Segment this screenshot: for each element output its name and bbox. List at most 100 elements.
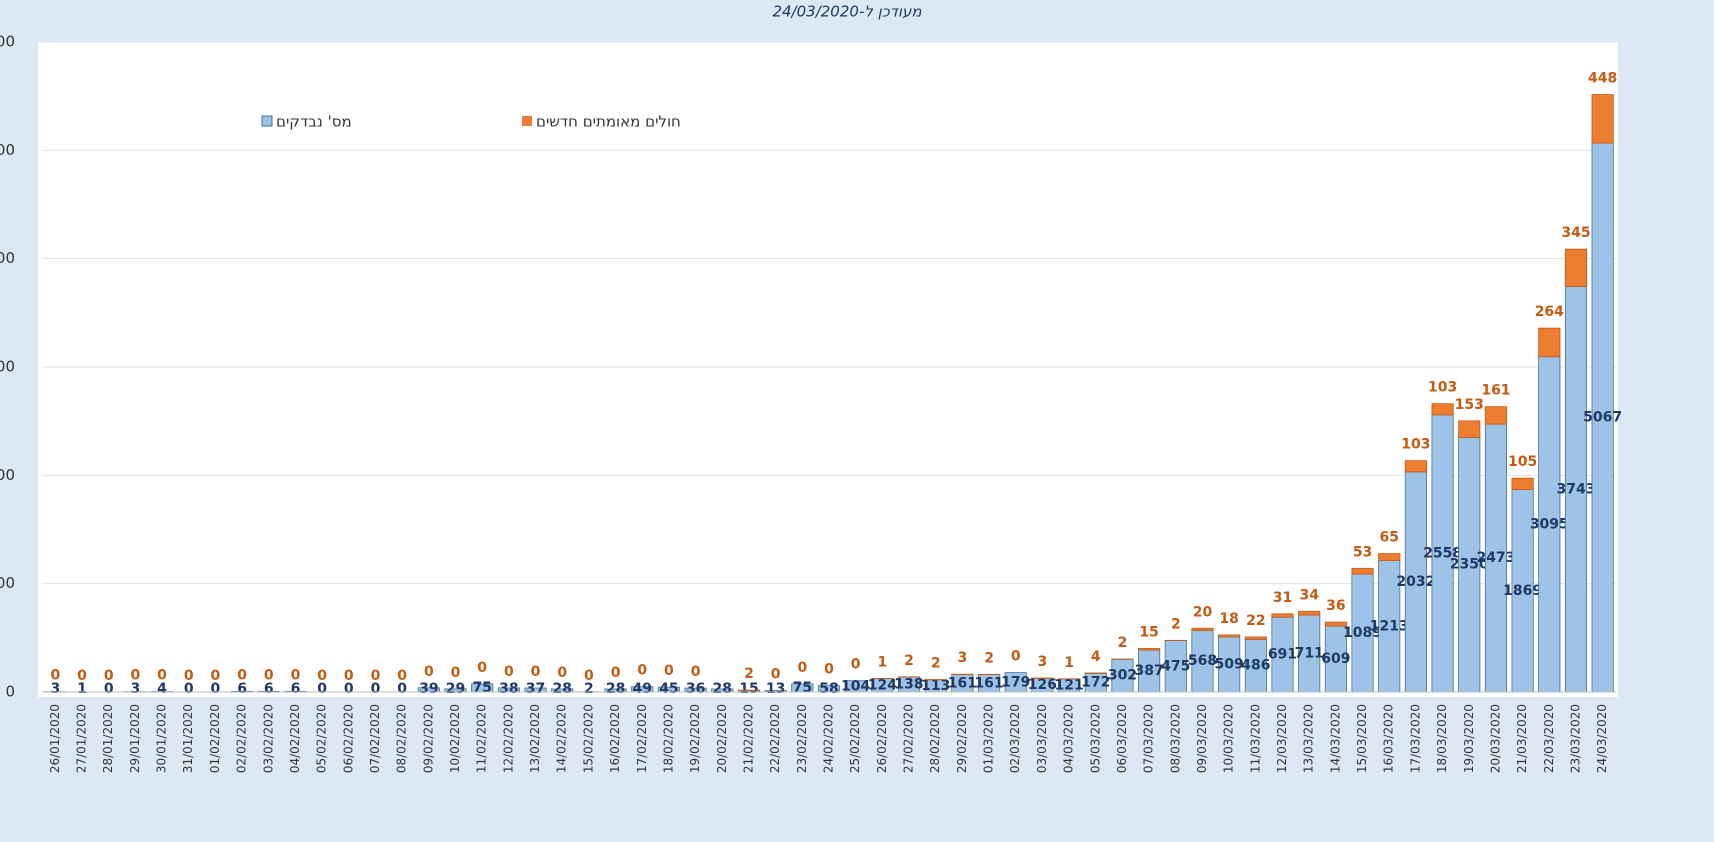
data-label: 105 <box>1508 454 1537 470</box>
data-label: 0 <box>104 681 114 697</box>
data-label: 20 <box>1193 604 1213 620</box>
data-label: 1 <box>877 654 887 670</box>
data-label: 2 <box>584 681 594 697</box>
x-tick-label: 28/02/2020 <box>928 704 942 773</box>
data-label: 0 <box>851 657 861 673</box>
y-tick-label: 6000 <box>0 33 15 51</box>
x-tick-label: 14/02/2020 <box>555 704 569 773</box>
data-label: 387 <box>1135 663 1164 679</box>
x-tick-label: 19/03/2020 <box>1462 704 1476 773</box>
x-tick-label: 23/02/2020 <box>795 704 809 773</box>
data-label: 0 <box>130 668 140 684</box>
data-label: 6 <box>237 681 247 697</box>
data-label: 126 <box>1028 677 1057 693</box>
y-tick-label: 0 <box>5 683 15 701</box>
data-label: 0 <box>397 668 407 684</box>
x-tick-label: 09/03/2020 <box>1195 704 1209 773</box>
data-label: 18 <box>1219 611 1238 627</box>
y-tick-label: 3000 <box>0 358 15 376</box>
data-label: 2 <box>984 650 994 666</box>
legend-label: מס' נבדקים <box>276 113 352 131</box>
data-label: 104 <box>841 678 870 694</box>
legend-label: חולים מאומתים חדשים <box>536 113 681 131</box>
x-tick-label: 11/03/2020 <box>1248 704 1262 773</box>
x-tick-label: 07/03/2020 <box>1142 704 1156 773</box>
x-tick-label: 06/02/2020 <box>341 704 355 773</box>
data-label: 13 <box>766 681 785 697</box>
legend-swatch <box>522 116 532 126</box>
x-tick-label: 27/01/2020 <box>75 704 89 773</box>
data-label: 2558 <box>1423 545 1462 561</box>
data-label: 0 <box>344 681 354 697</box>
x-tick-label: 20/03/2020 <box>1488 704 1502 773</box>
data-label: 0 <box>1011 649 1021 665</box>
data-label: 0 <box>50 668 60 684</box>
x-tick-label: 23/03/2020 <box>1568 704 1582 773</box>
data-label: 113 <box>921 678 950 694</box>
x-tick-label: 29/02/2020 <box>955 704 969 773</box>
x-tick-label: 04/03/2020 <box>1062 704 1076 773</box>
data-label: 0 <box>531 664 541 680</box>
x-tick-label: 03/03/2020 <box>1035 704 1049 773</box>
data-label: 2 <box>1118 635 1128 651</box>
x-tick-label: 20/02/2020 <box>715 704 729 773</box>
data-label: 45 <box>659 681 678 697</box>
x-tick-label: 06/03/2020 <box>1115 704 1129 773</box>
bar-segment <box>1484 406 1508 425</box>
y-tick-label: 4000 <box>0 249 15 267</box>
data-label: 0 <box>211 668 221 684</box>
x-tick-label: 01/02/2020 <box>208 704 222 773</box>
data-label: 15 <box>1139 624 1158 640</box>
data-label: 121 <box>1054 677 1083 693</box>
data-label: 1213 <box>1370 618 1409 634</box>
data-label: 1869 <box>1503 583 1542 599</box>
x-tick-label: 21/02/2020 <box>741 704 755 773</box>
data-label: 0 <box>371 668 381 684</box>
data-label: 161 <box>948 675 977 691</box>
x-tick-label: 16/02/2020 <box>608 704 622 773</box>
data-label: 0 <box>557 665 567 681</box>
data-label: 0 <box>317 681 327 697</box>
data-label: 0 <box>344 668 354 684</box>
bar-segment <box>1191 627 1214 631</box>
bar-segment <box>1538 327 1561 358</box>
x-tick-label: 22/02/2020 <box>768 704 782 773</box>
data-label: 153 <box>1455 397 1484 413</box>
x-tick-label: 21/03/2020 <box>1515 704 1529 773</box>
x-tick-label: 19/02/2020 <box>688 704 702 773</box>
x-tick-label: 02/02/2020 <box>235 704 249 773</box>
data-label: 0 <box>104 668 114 684</box>
x-tick-label: 29/01/2020 <box>128 704 142 773</box>
bar-segment <box>1564 248 1588 287</box>
data-label: 36 <box>1326 598 1345 614</box>
x-tick-label: 10/02/2020 <box>448 704 462 773</box>
data-label: 161 <box>1481 383 1510 399</box>
data-label: 179 <box>1001 674 1030 690</box>
data-label: 302 <box>1108 668 1137 684</box>
x-tick-label: 10/03/2020 <box>1222 704 1236 773</box>
data-label: 0 <box>371 681 381 697</box>
data-label: 2032 <box>1396 574 1435 590</box>
x-tick-label: 26/01/2020 <box>48 704 62 773</box>
data-label: 1 <box>77 681 87 697</box>
data-label: 38 <box>499 681 518 697</box>
data-label: 3095 <box>1530 516 1569 532</box>
x-tick-label: 11/02/2020 <box>475 704 489 773</box>
data-label: 0 <box>637 663 647 679</box>
bar-segment <box>1431 403 1454 416</box>
data-label: 3 <box>130 681 140 697</box>
data-label: 0 <box>477 660 487 676</box>
data-label: 15 <box>739 681 758 697</box>
x-tick-label: 18/03/2020 <box>1435 704 1449 773</box>
bar-segment <box>1351 567 1374 575</box>
x-tick-label: 09/02/2020 <box>421 704 435 773</box>
x-tick-label: 31/01/2020 <box>181 704 195 773</box>
data-label: 448 <box>1588 71 1617 87</box>
x-tick-label: 13/03/2020 <box>1302 704 1316 773</box>
data-label: 475 <box>1161 658 1190 674</box>
data-label: 161 <box>974 675 1003 691</box>
y-tick-label: 1000 <box>0 574 15 592</box>
data-label: 0 <box>691 664 701 680</box>
data-label: 2350 <box>1450 557 1489 573</box>
